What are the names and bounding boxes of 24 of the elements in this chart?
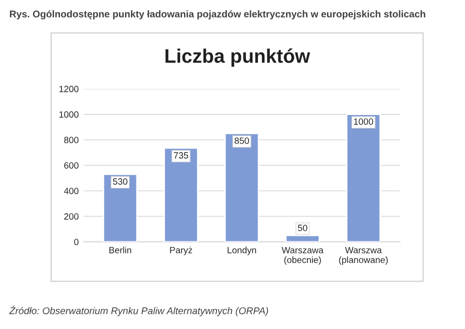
bar: [346, 114, 381, 242]
data-label: 1000: [354, 118, 374, 125]
y-tick-label: 600: [64, 162, 78, 169]
x-tick-label: Warszawa (obecnie): [282, 247, 324, 265]
y-tick-label: 800: [64, 136, 78, 144]
bar: [102, 174, 138, 242]
x-tick-label: Berlin: [109, 246, 132, 254]
data-label: 530: [113, 178, 128, 185]
chart-title: Rys. Ogólnodostępne punkty ładowania pojazdów elektrycznych w europejskich stolicach: [10, 10, 426, 20]
x-tick-label: Warszwa (planowane): [339, 247, 388, 265]
chart-subtitle: Liczba punktów: [166, 48, 310, 67]
y-tick-label: 200: [64, 213, 78, 220]
data-label: 50: [298, 224, 308, 232]
data-label: 735: [174, 152, 188, 159]
y-tick-label: 1200: [59, 86, 78, 92]
x-tick-label: Paryż: [170, 246, 192, 256]
x-tick-label: Londyn: [228, 246, 256, 256]
text: Źródło: Obserwatorium Rynku Paliw Alternatywnych (ORPA): [9, 306, 268, 316]
bar: [224, 132, 260, 242]
data-label: 850: [234, 138, 249, 144]
bar: [164, 147, 198, 242]
y-tick-label: 400: [64, 188, 78, 194]
y-tick-label: 1000: [59, 111, 78, 118]
y-tick-label: 0: [74, 238, 78, 246]
